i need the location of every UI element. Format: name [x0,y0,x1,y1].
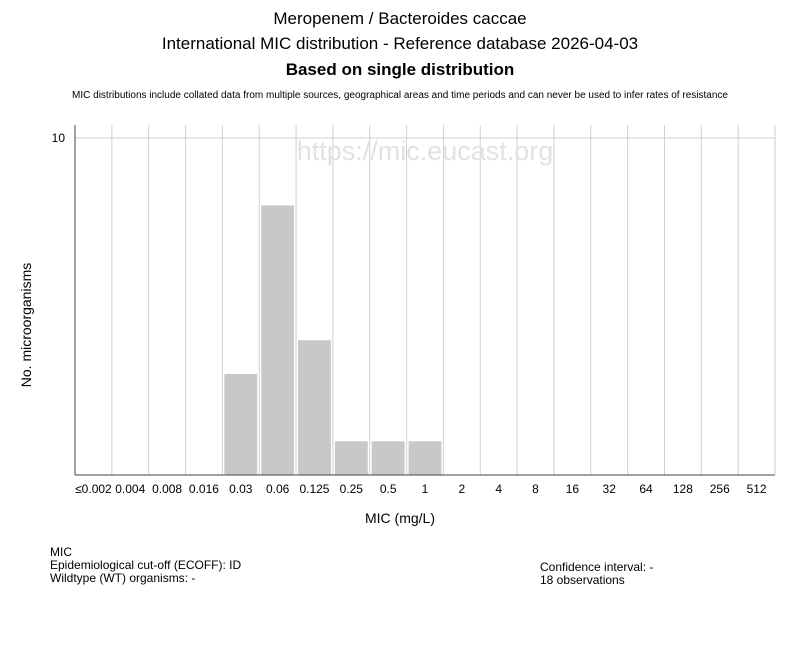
x-tick-label: ≤0.002 [75,482,112,496]
x-tick-label: 512 [747,482,767,496]
bar-0.125 [298,340,331,475]
x-tick-label: 1 [422,482,429,496]
x-tick-label: 0.5 [380,482,397,496]
x-tick-label: 0.008 [152,482,182,496]
x-tick-label: 32 [603,482,617,496]
x-tick-label: 16 [566,482,580,496]
footer-mic-label: MIC [50,545,72,559]
x-tick-label: 64 [639,482,653,496]
x-tick-label: 256 [710,482,730,496]
bar-0.06 [261,205,295,475]
x-tick-label: 8 [532,482,539,496]
x-tick-label: 0.125 [299,482,329,496]
x-tick-label: 0.004 [115,482,145,496]
disclaimer-text: MIC distributions include collated data … [72,90,728,101]
x-tick-label: 0.06 [266,482,290,496]
footer-observations: 18 observations [540,573,625,587]
x-tick-label: 0.25 [340,482,364,496]
x-tick-label: 2 [458,482,465,496]
x-tick-label: 0.03 [229,482,253,496]
bar-0.5 [371,441,405,475]
footer-wildtype: Wildtype (WT) organisms: - [50,571,196,585]
chart-title: Meropenem / Bacteroides caccae [273,9,527,28]
footer-confidence-interval: Confidence interval: - [540,560,654,574]
y-axis-label: No. microorganisms [18,263,34,387]
x-tick-label: 0.016 [189,482,219,496]
chart-subtitle-bold: Based on single distribution [285,60,515,79]
bar-0.03 [224,373,258,475]
x-axis-label: MIC (mg/L) [365,510,435,526]
chart-subtitle: International MIC distribution - Referen… [161,34,639,53]
x-tick-label: 4 [495,482,502,496]
y-tick-label: 10 [52,131,66,145]
watermark-text: https://mic.eucast.org [297,136,554,166]
footer-ecoff: Epidemiological cut-off (ECOFF): ID [50,558,242,572]
bar-1 [408,441,442,475]
x-tick-label: 128 [673,482,693,496]
bar-0.25 [334,441,368,475]
